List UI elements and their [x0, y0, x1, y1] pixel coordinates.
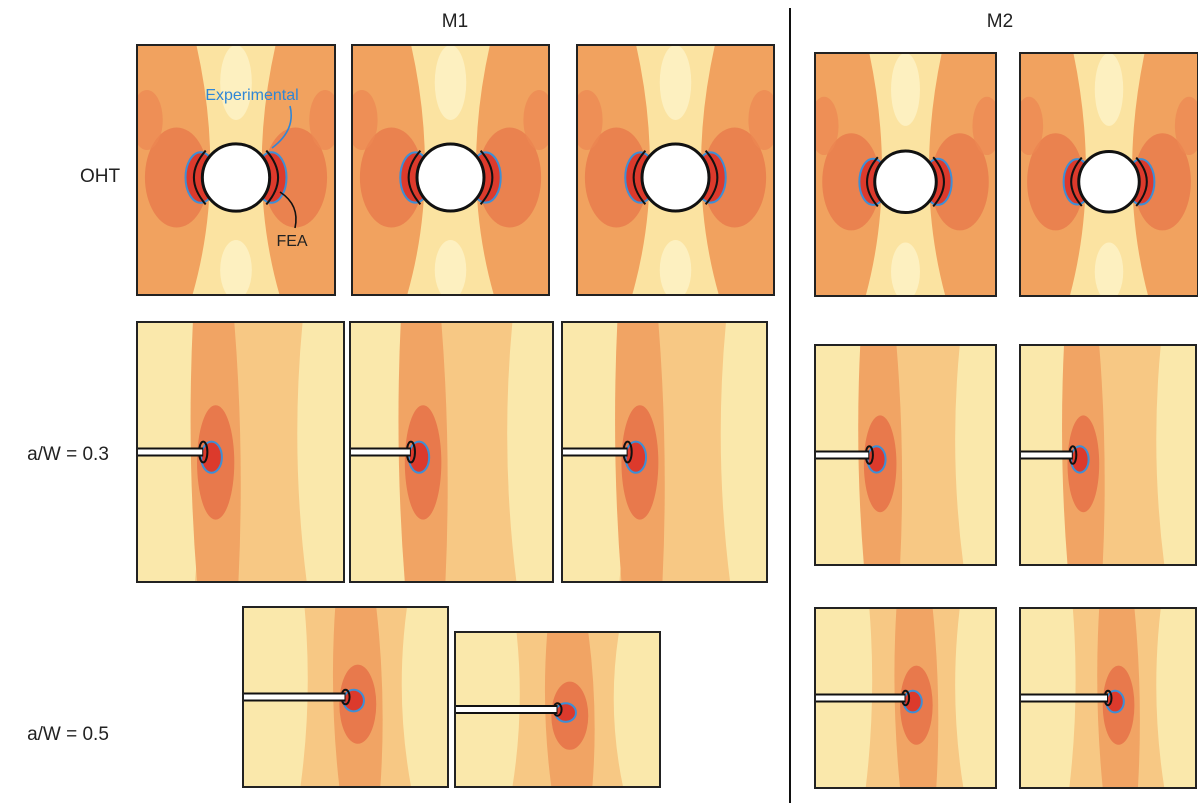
peak	[409, 442, 429, 473]
mid-band	[1095, 243, 1123, 301]
contour-panel	[815, 345, 996, 565]
contour-panel	[562, 322, 767, 582]
dark-patch	[523, 90, 555, 150]
peak	[555, 703, 576, 722]
mid-band	[891, 243, 920, 301]
annotation: FEA	[276, 233, 307, 250]
contour-panel	[810, 53, 1002, 301]
dark-patch	[571, 90, 603, 150]
contour-panel	[1015, 53, 1198, 301]
dark-patch	[131, 90, 163, 150]
contour-panel	[243, 607, 448, 787]
mid-band	[220, 240, 252, 300]
contour-panel	[571, 45, 780, 300]
peak	[867, 446, 885, 472]
column-label: M2	[987, 11, 1013, 32]
contour-panel	[815, 608, 996, 788]
row-label: a/W = 0.5	[27, 724, 109, 745]
annotation: Experimental	[205, 87, 298, 104]
peak	[1106, 691, 1124, 713]
peak	[343, 690, 364, 712]
page: M1 M2 OHT a/W = 0.3 a/W = 0.5 Experiment…	[0, 0, 1198, 803]
contour-panel	[350, 322, 553, 582]
contour-panel	[137, 322, 344, 582]
hole	[202, 144, 269, 211]
contour-panel	[1020, 345, 1196, 565]
figure: M1 M2 OHT a/W = 0.3 a/W = 0.5 Experiment…	[0, 0, 1198, 803]
mid-band	[660, 240, 692, 300]
row-label: OHT	[80, 166, 121, 187]
mid-band	[435, 240, 467, 300]
mid-band	[435, 45, 467, 120]
contour-panel	[455, 632, 660, 787]
peak	[201, 442, 222, 473]
peak	[626, 442, 647, 473]
contour-panel	[131, 45, 341, 300]
hole	[642, 144, 709, 211]
hole	[1079, 152, 1140, 213]
panels	[131, 45, 1198, 788]
hole	[875, 151, 937, 213]
contour-panel	[1020, 608, 1196, 788]
contour-panel	[346, 45, 555, 300]
mid-band	[1095, 53, 1123, 126]
dark-patch	[309, 90, 341, 150]
row-label: a/W = 0.3	[27, 444, 109, 465]
peak	[1071, 446, 1089, 472]
column-label: M1	[442, 11, 468, 32]
dark-patch	[1015, 97, 1043, 155]
dark-patch	[346, 90, 378, 150]
dark-patch	[810, 97, 839, 155]
dark-patch	[748, 90, 780, 150]
mid-band	[891, 53, 920, 126]
peak	[904, 691, 922, 713]
mid-band	[220, 45, 252, 120]
dark-patch	[972, 97, 1001, 155]
mid-band	[660, 45, 692, 120]
hole	[417, 144, 484, 211]
